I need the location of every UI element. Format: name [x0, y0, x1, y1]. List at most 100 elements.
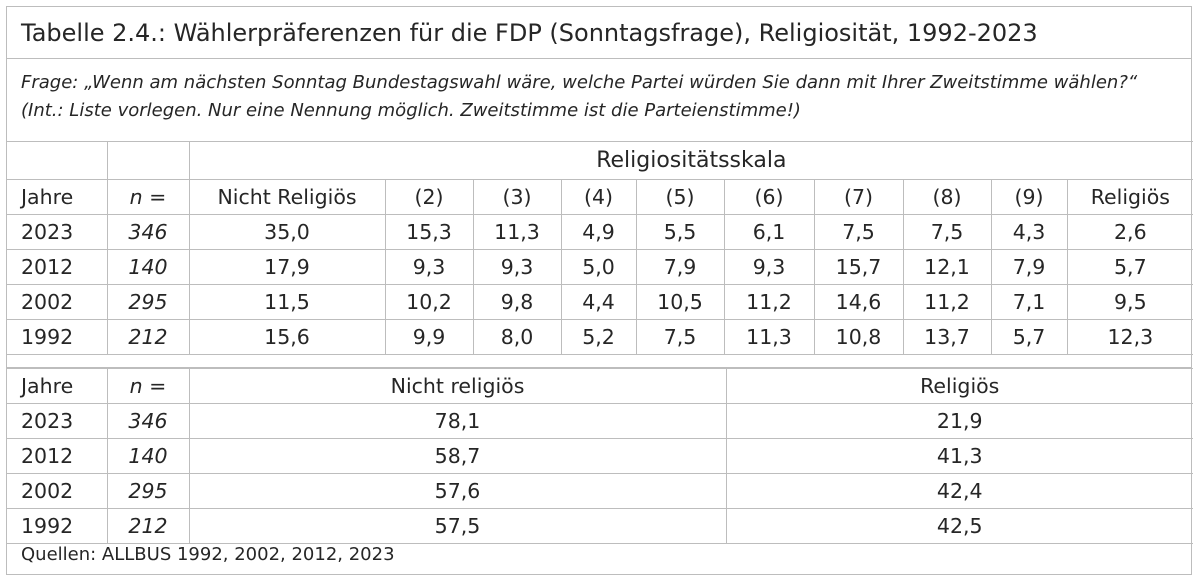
col-header-n: n = [106, 368, 190, 404]
value-cell: 11,3 [472, 214, 562, 250]
value-cell: 7,1 [990, 284, 1068, 320]
scale-header: Religiositätsskala [188, 141, 1194, 180]
column-header-row: Jahre n = Nicht religiös Religiös [7, 368, 1193, 404]
empty-cell [7, 141, 108, 180]
value-cell: 6,1 [723, 214, 815, 250]
value-cell: 5,7 [990, 319, 1068, 355]
value-cell: 58,7 [188, 438, 727, 474]
empty-cell [106, 141, 190, 180]
value-cell: 4,4 [560, 284, 637, 320]
n-cell: 295 [106, 473, 190, 509]
value-cell: 35,0 [188, 214, 386, 250]
table-row: 2023 346 78,1 21,9 [7, 403, 1193, 439]
n-cell: 346 [106, 214, 190, 250]
value-cell: 7,9 [990, 249, 1068, 285]
year-cell: 1992 [7, 508, 108, 544]
value-cell: 14,6 [813, 284, 904, 320]
col-header-n: n = [106, 179, 190, 215]
religiosity-summary-table: Jahre n = Nicht religiös Religiös 2023 3… [7, 368, 1193, 544]
col-header: (4) [560, 179, 637, 215]
value-cell: 15,3 [384, 214, 474, 250]
year-cell: 2023 [7, 214, 108, 250]
year-cell: 2012 [7, 249, 108, 285]
value-cell: 8,0 [472, 319, 562, 355]
year-cell: 2012 [7, 438, 108, 474]
table-title: Tabelle 2.4.: Wählerpräferenzen für die … [7, 7, 1191, 59]
col-header: Nicht religiös [188, 368, 727, 404]
value-cell: 5,0 [560, 249, 637, 285]
value-cell: 9,3 [384, 249, 474, 285]
col-header: Religiös [725, 368, 1193, 404]
table-row: 1992 212 15,6 9,9 8,0 5,2 7,5 11,3 10,8 … [7, 319, 1194, 355]
source-note: Quellen: ALLBUS 1992, 2002, 2012, 2023 [21, 544, 395, 565]
n-cell: 140 [106, 249, 190, 285]
value-cell: 9,9 [384, 319, 474, 355]
value-cell: 11,5 [188, 284, 386, 320]
value-cell: 15,7 [813, 249, 904, 285]
value-cell: 5,5 [635, 214, 725, 250]
year-cell: 2023 [7, 403, 108, 439]
value-cell: 42,4 [725, 473, 1193, 509]
col-header: Religiös [1066, 179, 1194, 215]
value-cell: 9,3 [472, 249, 562, 285]
value-cell: 41,3 [725, 438, 1193, 474]
col-header-year: Jahre [7, 179, 108, 215]
value-cell: 4,3 [990, 214, 1068, 250]
col-header: (2) [384, 179, 474, 215]
value-cell: 7,5 [813, 214, 904, 250]
col-header: (9) [990, 179, 1068, 215]
value-cell: 9,3 [723, 249, 815, 285]
value-cell: 11,3 [723, 319, 815, 355]
value-cell: 5,2 [560, 319, 637, 355]
col-header: Nicht Religiös [188, 179, 386, 215]
year-cell: 2002 [7, 284, 108, 320]
table-row: 2002 295 57,6 42,4 [7, 473, 1193, 509]
survey-question: Frage: „Wenn am nächsten Sonntag Bundest… [7, 59, 1191, 142]
year-cell: 1992 [7, 319, 108, 355]
table-row: 2012 140 17,9 9,3 9,3 5,0 7,9 9,3 15,7 1… [7, 249, 1194, 285]
n-cell: 212 [106, 319, 190, 355]
column-header-row: Jahre n = Nicht Religiös (2) (3) (4) (5)… [7, 179, 1194, 215]
value-cell: 13,7 [902, 319, 992, 355]
value-cell: 57,5 [188, 508, 727, 544]
n-cell: 140 [106, 438, 190, 474]
value-cell: 10,2 [384, 284, 474, 320]
question-line-1: Frage: „Wenn am nächsten Sonntag Bundest… [21, 72, 1138, 93]
table-frame: Tabelle 2.4.: Wählerpräferenzen für die … [6, 6, 1194, 575]
value-cell: 7,9 [635, 249, 725, 285]
value-cell: 15,6 [188, 319, 386, 355]
value-cell: 42,5 [725, 508, 1193, 544]
table-row: 2023 346 35,0 15,3 11,3 4,9 5,5 6,1 7,5 … [7, 214, 1194, 250]
value-cell: 21,9 [725, 403, 1193, 439]
n-cell: 212 [106, 508, 190, 544]
value-cell: 7,5 [635, 319, 725, 355]
value-cell: 10,8 [813, 319, 904, 355]
religiosity-scale-table: Religiositätsskala Jahre n = Nicht Relig… [7, 141, 1194, 355]
table-row: 1992 212 57,5 42,5 [7, 508, 1193, 544]
value-cell: 11,2 [902, 284, 992, 320]
col-header: (6) [723, 179, 815, 215]
table-spacer [7, 349, 1191, 368]
value-cell: 4,9 [560, 214, 637, 250]
col-header: (5) [635, 179, 725, 215]
value-cell: 7,5 [902, 214, 992, 250]
question-line-2: (Int.: Liste vorlegen. Nur eine Nennung … [21, 100, 801, 121]
value-cell: 9,8 [472, 284, 562, 320]
value-cell: 2,6 [1066, 214, 1194, 250]
col-header: (3) [472, 179, 562, 215]
value-cell: 12,1 [902, 249, 992, 285]
value-cell: 12,3 [1066, 319, 1194, 355]
value-cell: 5,7 [1066, 249, 1194, 285]
table-row: 2012 140 58,7 41,3 [7, 438, 1193, 474]
n-cell: 295 [106, 284, 190, 320]
col-header: (7) [813, 179, 904, 215]
value-cell: 17,9 [188, 249, 386, 285]
value-cell: 11,2 [723, 284, 815, 320]
col-header-year: Jahre [7, 368, 108, 404]
table-row: 2002 295 11,5 10,2 9,8 4,4 10,5 11,2 14,… [7, 284, 1194, 320]
year-cell: 2002 [7, 473, 108, 509]
col-header: (8) [902, 179, 992, 215]
scale-header-row: Religiositätsskala [7, 141, 1194, 180]
value-cell: 78,1 [188, 403, 727, 439]
value-cell: 57,6 [188, 473, 727, 509]
